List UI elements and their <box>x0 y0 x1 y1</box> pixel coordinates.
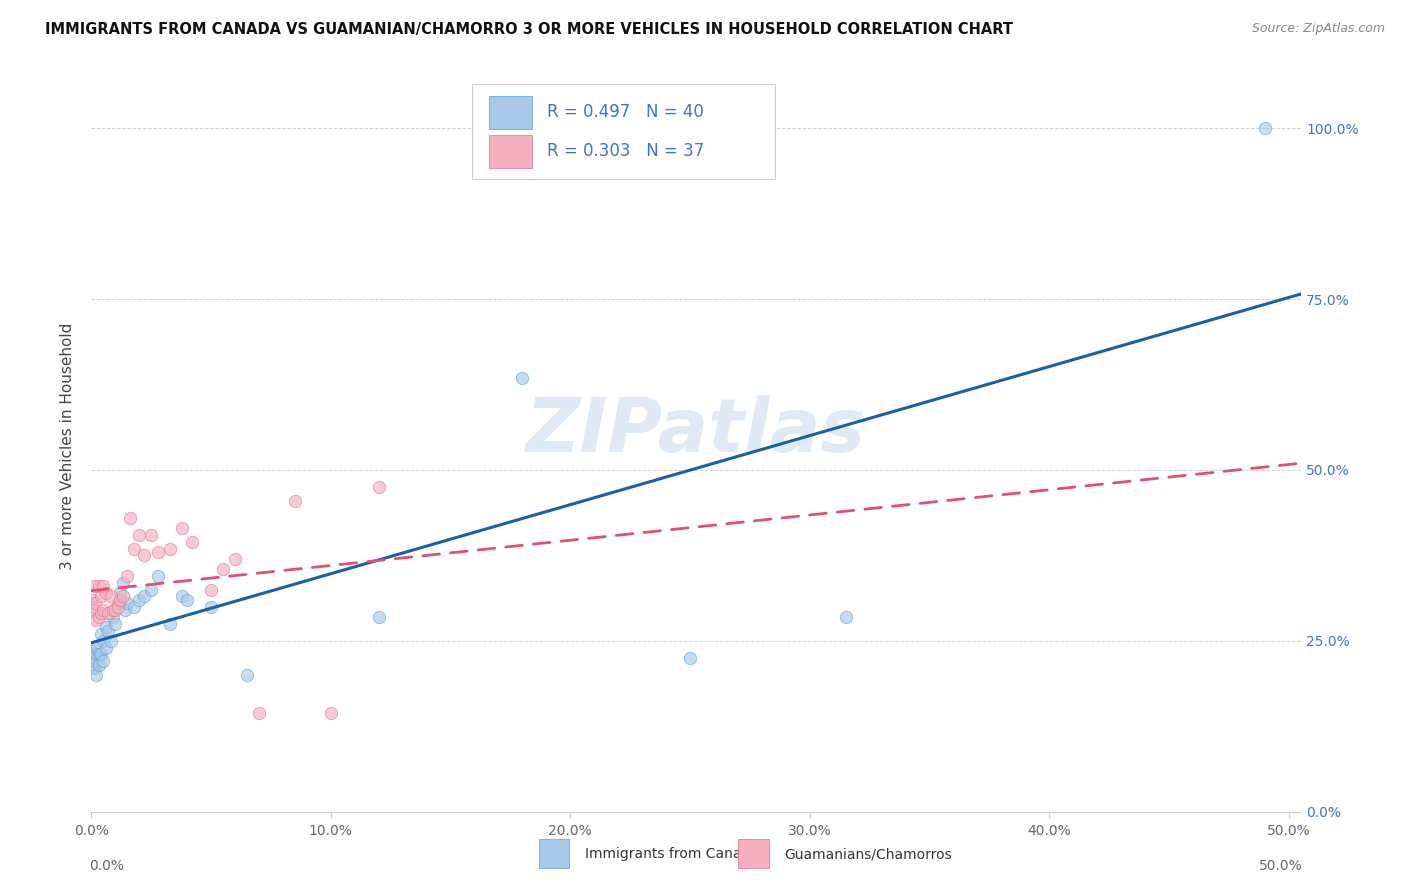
Point <box>104 616 127 631</box>
Point <box>679 651 702 665</box>
Point <box>107 596 129 610</box>
Point <box>117 596 139 610</box>
Point <box>83 603 105 617</box>
Point <box>87 657 110 672</box>
Point <box>148 545 170 559</box>
Point <box>236 668 259 682</box>
Point <box>100 590 122 604</box>
Point <box>224 551 246 566</box>
Point <box>104 603 127 617</box>
Point <box>82 644 104 658</box>
Point <box>90 648 112 662</box>
Point <box>108 586 131 600</box>
Point <box>512 370 534 384</box>
Point <box>86 640 108 655</box>
Point <box>367 480 389 494</box>
Point <box>107 599 129 614</box>
Point <box>159 616 181 631</box>
Point <box>247 706 270 720</box>
Point <box>148 569 170 583</box>
Point <box>172 521 194 535</box>
FancyBboxPatch shape <box>472 84 775 179</box>
Bar <box>489 96 531 129</box>
Point <box>93 633 115 648</box>
Point <box>90 607 112 621</box>
Point <box>94 620 117 634</box>
Point <box>87 610 110 624</box>
Point <box>94 586 117 600</box>
Point <box>176 592 198 607</box>
Point <box>159 541 181 556</box>
Point <box>212 562 235 576</box>
Y-axis label: 3 or more Vehicles in Household: 3 or more Vehicles in Household <box>60 322 76 570</box>
Text: R = 0.303   N = 37: R = 0.303 N = 37 <box>547 142 704 161</box>
Point <box>141 528 163 542</box>
Point <box>132 549 155 563</box>
Point <box>1253 121 1275 136</box>
Point <box>111 575 134 590</box>
Point <box>87 648 110 662</box>
Point <box>367 610 389 624</box>
Point <box>128 592 150 607</box>
Point <box>84 668 107 682</box>
Text: Guamanians/Chamorros: Guamanians/Chamorros <box>785 847 952 861</box>
Point <box>114 603 136 617</box>
Point <box>93 579 115 593</box>
Bar <box>738 838 769 868</box>
Text: Source: ZipAtlas.com: Source: ZipAtlas.com <box>1251 22 1385 36</box>
Point <box>124 599 146 614</box>
Point <box>101 603 124 617</box>
Point <box>84 596 107 610</box>
Point <box>118 510 141 524</box>
Point <box>84 613 107 627</box>
Point <box>100 633 122 648</box>
Point <box>83 579 105 593</box>
Text: 0.0%: 0.0% <box>89 859 124 873</box>
Point <box>83 661 105 675</box>
Point <box>124 541 146 556</box>
Point <box>200 599 222 614</box>
Point <box>172 590 194 604</box>
Point <box>117 569 139 583</box>
Point <box>284 493 307 508</box>
Point <box>90 627 112 641</box>
Point <box>141 582 163 597</box>
Point <box>132 590 155 604</box>
Point <box>83 651 105 665</box>
Point <box>94 640 117 655</box>
Text: ZIPatlas: ZIPatlas <box>526 395 866 468</box>
Text: R = 0.497   N = 40: R = 0.497 N = 40 <box>547 103 704 121</box>
Bar <box>538 838 569 868</box>
Point <box>319 706 342 720</box>
Point <box>111 590 134 604</box>
Point <box>108 592 131 607</box>
Point <box>93 603 115 617</box>
Point <box>101 610 124 624</box>
Point <box>97 607 120 621</box>
Point <box>84 648 107 662</box>
Point <box>128 528 150 542</box>
Point <box>84 654 107 668</box>
Text: IMMIGRANTS FROM CANADA VS GUAMANIAN/CHAMORRO 3 OR MORE VEHICLES IN HOUSEHOLD COR: IMMIGRANTS FROM CANADA VS GUAMANIAN/CHAM… <box>45 22 1012 37</box>
Bar <box>489 136 531 168</box>
Text: Immigrants from Canada: Immigrants from Canada <box>585 847 759 861</box>
Point <box>82 661 104 675</box>
Point <box>93 654 115 668</box>
Point <box>200 582 222 597</box>
Point <box>181 534 204 549</box>
Text: 50.0%: 50.0% <box>1260 859 1303 873</box>
Point <box>834 610 856 624</box>
Point <box>87 579 110 593</box>
Point <box>82 592 104 607</box>
Point <box>82 599 104 614</box>
Point <box>97 624 120 638</box>
Point <box>90 590 112 604</box>
